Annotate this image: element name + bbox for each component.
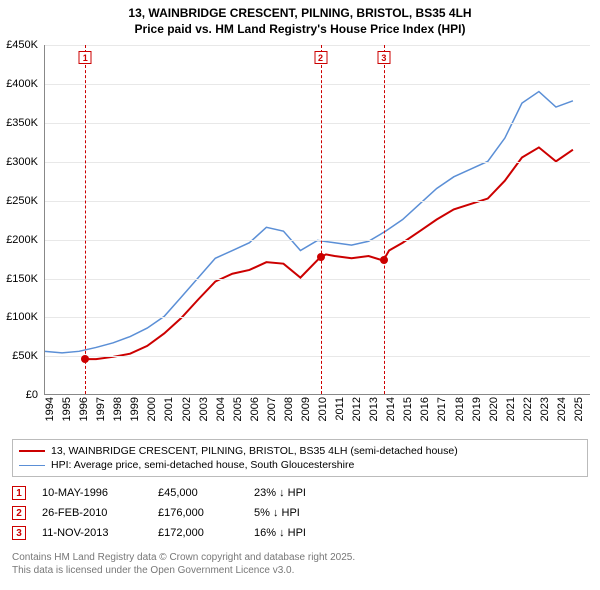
y-tick-label: £0 — [26, 389, 38, 401]
sale-point — [81, 355, 89, 363]
y-tick-label: £350K — [6, 117, 38, 129]
x-tick-label: 2024 — [556, 397, 568, 421]
x-tick-label: 2022 — [522, 397, 534, 421]
x-tick-label: 2008 — [283, 397, 295, 421]
sale-point — [380, 256, 388, 264]
y-tick-label: £150K — [6, 273, 38, 285]
legend-label: HPI: Average price, semi-detached house,… — [51, 459, 354, 471]
x-tick-label: 2014 — [385, 397, 397, 421]
x-tick-label: 2011 — [334, 397, 346, 421]
event-date: 10-MAY-1996 — [42, 487, 142, 499]
legend-swatch — [19, 465, 45, 466]
gridline — [45, 240, 590, 241]
x-tick-label: 2025 — [573, 397, 585, 421]
legend: 13, WAINBRIDGE CRESCENT, PILNING, BRISTO… — [12, 439, 588, 477]
y-tick-label: £50K — [12, 350, 38, 362]
event-row: 2 26-FEB-2010 £176,000 5% ↓ HPI — [12, 503, 588, 523]
x-tick-label: 2010 — [317, 397, 329, 421]
x-tick-label: 1994 — [44, 397, 56, 421]
line-layer — [45, 45, 590, 394]
event-marker: 3 — [12, 526, 26, 540]
x-tick-label: 2000 — [146, 397, 158, 421]
x-tick-label: 2013 — [368, 397, 380, 421]
x-tick-label: 2019 — [471, 397, 483, 421]
x-tick-label: 2006 — [249, 397, 261, 421]
legend-swatch — [19, 450, 45, 452]
event-marker: 2 — [12, 506, 26, 520]
event-vline — [384, 45, 385, 394]
x-tick-label: 2012 — [351, 397, 363, 421]
x-tick-label: 2018 — [454, 397, 466, 421]
x-tick-label: 2005 — [232, 397, 244, 421]
event-row: 1 10-MAY-1996 £45,000 23% ↓ HPI — [12, 483, 588, 503]
gridline — [45, 279, 590, 280]
x-tick-label: 2001 — [163, 397, 175, 421]
footer-line1: Contains HM Land Registry data © Crown c… — [12, 551, 588, 564]
gridline — [45, 317, 590, 318]
x-tick-label: 1998 — [112, 397, 124, 421]
series-hpi — [45, 92, 573, 353]
x-tick-label: 2017 — [436, 397, 448, 421]
gridline — [45, 84, 590, 85]
event-diff: 23% ↓ HPI — [254, 487, 344, 499]
gridline — [45, 45, 590, 46]
event-price: £45,000 — [158, 487, 238, 499]
event-date: 26-FEB-2010 — [42, 507, 142, 519]
y-tick-label: £300K — [6, 156, 38, 168]
gridline — [45, 123, 590, 124]
event-vline-label: 1 — [79, 51, 92, 64]
gridline — [45, 356, 590, 357]
event-price: £172,000 — [158, 527, 238, 539]
legend-label: 13, WAINBRIDGE CRESCENT, PILNING, BRISTO… — [51, 445, 458, 457]
x-tick-label: 2023 — [539, 397, 551, 421]
y-tick-label: £200K — [6, 234, 38, 246]
chart-area: £0£50K£100K£150K£200K£250K£300K£350K£400… — [44, 45, 590, 395]
footer: Contains HM Land Registry data © Crown c… — [12, 551, 588, 577]
y-tick-label: £400K — [6, 78, 38, 90]
event-vline-label: 2 — [314, 51, 327, 64]
title-line1: 13, WAINBRIDGE CRESCENT, PILNING, BRISTO… — [0, 6, 600, 22]
y-tick-label: £450K — [6, 39, 38, 51]
event-marker: 1 — [12, 486, 26, 500]
title-line2: Price paid vs. HM Land Registry's House … — [0, 22, 600, 38]
x-tick-label: 1999 — [129, 397, 141, 421]
gridline — [45, 201, 590, 202]
x-axis: 1994 1995 1996 1997 1998 1999 2000 2001 2002 2003… — [44, 397, 590, 433]
footer-line2: This data is licensed under the Open Gov… — [12, 564, 588, 577]
event-row: 3 11-NOV-2013 £172,000 16% ↓ HPI — [12, 523, 588, 543]
y-axis: £0£50K£100K£150K£200K£250K£300K£350K£400… — [2, 45, 42, 395]
y-tick-label: £250K — [6, 195, 38, 207]
event-diff: 5% ↓ HPI — [254, 507, 344, 519]
x-tick-label: 2021 — [505, 397, 517, 421]
event-vline — [85, 45, 86, 394]
series-price_paid — [85, 148, 573, 360]
x-tick-label: 2007 — [266, 397, 278, 421]
x-tick-label: 1996 — [78, 397, 90, 421]
x-tick-label: 2009 — [300, 397, 312, 421]
plot-area: 1 2 3 — [44, 45, 590, 395]
event-date: 11-NOV-2013 — [42, 527, 142, 539]
gridline — [45, 162, 590, 163]
y-tick-label: £100K — [6, 311, 38, 323]
x-tick-label: 2004 — [215, 397, 227, 421]
event-diff: 16% ↓ HPI — [254, 527, 344, 539]
x-tick-label: 2015 — [402, 397, 414, 421]
sale-point — [317, 253, 325, 261]
chart-title: 13, WAINBRIDGE CRESCENT, PILNING, BRISTO… — [0, 0, 600, 37]
legend-row: HPI: Average price, semi-detached house,… — [19, 458, 581, 472]
x-tick-label: 1995 — [61, 397, 73, 421]
x-tick-label: 1997 — [95, 397, 107, 421]
events-table: 1 10-MAY-1996 £45,000 23% ↓ HPI 2 26-FEB-2010… — [12, 483, 588, 543]
legend-row: 13, WAINBRIDGE CRESCENT, PILNING, BRISTO… — [19, 444, 581, 458]
x-tick-label: 2016 — [419, 397, 431, 421]
x-tick-label: 2003 — [198, 397, 210, 421]
x-tick-label: 2020 — [488, 397, 500, 421]
event-price: £176,000 — [158, 507, 238, 519]
event-vline-label: 3 — [377, 51, 390, 64]
event-vline — [321, 45, 322, 394]
x-tick-label: 2002 — [181, 397, 193, 421]
